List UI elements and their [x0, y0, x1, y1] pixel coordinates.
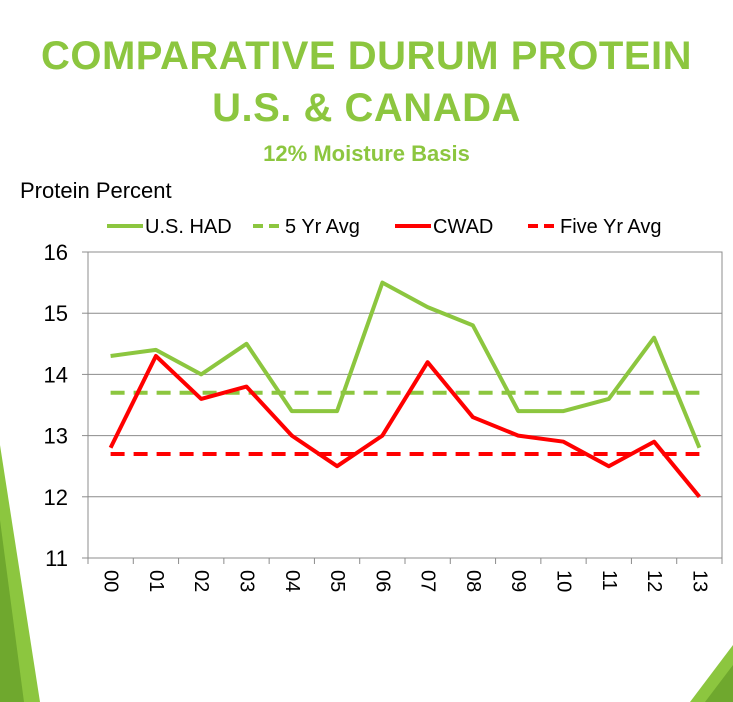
y-tick-label: 12 — [44, 485, 68, 510]
series-line-u-s-had — [110, 280, 702, 449]
chart-series — [108, 280, 702, 499]
x-tick-label: 06 — [371, 570, 393, 592]
chart-gridlines — [87, 251, 723, 559]
x-tick-label: 05 — [326, 570, 348, 592]
y-tick-label: 13 — [44, 424, 68, 449]
chart-subtitle: 12% Moisture Basis — [263, 141, 470, 166]
y-tick-label: 14 — [44, 362, 68, 387]
legend-label: 5 Yr Avg — [285, 216, 360, 238]
x-tick-label: 01 — [145, 570, 167, 592]
y-axis-ticks: 11 12 13 14 15 16 — [44, 240, 88, 571]
y-tick-label: 11 — [45, 546, 68, 571]
y-tick-label: 15 — [44, 301, 68, 326]
chart-legend: U.S. HAD 5 Yr Avg CWAD Five Yr Avg — [107, 216, 662, 238]
series-line-cwad — [108, 354, 701, 499]
legend-label: Five Yr Avg — [560, 216, 662, 238]
x-tick-label: 10 — [553, 570, 575, 592]
x-tick-label: 09 — [507, 570, 529, 592]
plot-frame — [87, 251, 723, 559]
x-tick-label: 00 — [100, 570, 122, 592]
x-tick-label: 08 — [462, 570, 484, 592]
legend-label: CWAD — [433, 216, 493, 238]
x-tick-label: 07 — [417, 570, 439, 592]
chart-title: COMPARATIVE DURUM PROTEIN — [40, 34, 692, 78]
x-tick-label: 13 — [688, 570, 710, 592]
y-axis-label: Protein Percent — [20, 178, 172, 203]
legend-label: U.S. HAD — [145, 216, 232, 238]
x-axis-ticks: 00 01 02 03 04 05 06 07 08 09 10 11 12 13 — [87, 558, 723, 592]
x-tick-label: 02 — [190, 570, 212, 592]
x-tick-label: 03 — [236, 570, 258, 592]
x-tick-label: 12 — [643, 570, 665, 592]
y-tick-label: 16 — [44, 240, 68, 265]
chart-title-line2: U.S. & CANADA — [212, 86, 521, 130]
x-tick-label: 04 — [281, 570, 303, 592]
x-tick-label: 11 — [598, 570, 620, 591]
